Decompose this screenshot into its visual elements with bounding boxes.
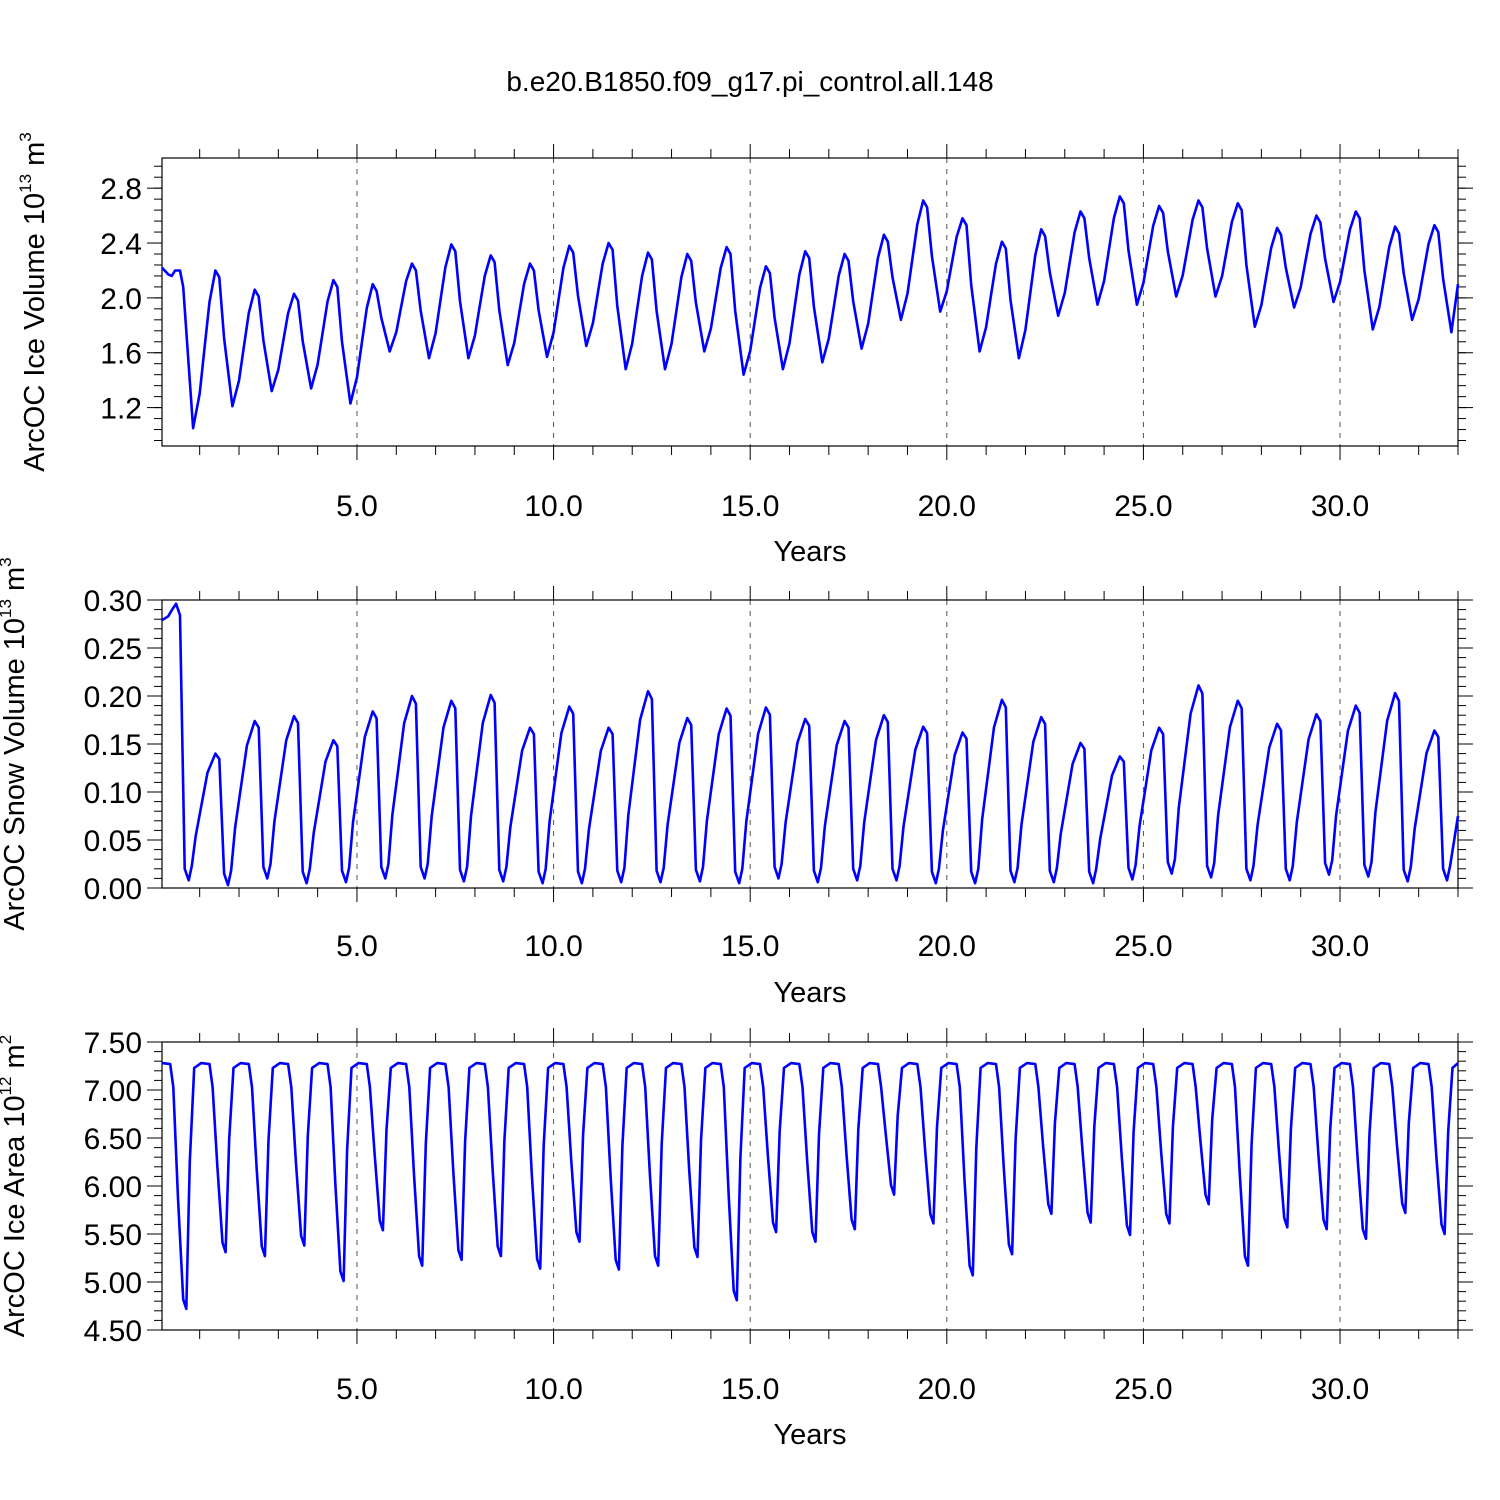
y-tick-label: 5.00: [84, 1267, 142, 1300]
figure-title: b.e20.B1850.f09_g17.pi_control.all.148: [506, 66, 993, 97]
series-line: [161, 195, 1460, 430]
y-tick-label: 0.05: [84, 825, 142, 858]
ice-volume-panel: 5.0 10.0 15.0 20.0 25.0 30.0 1.2 1.6 2.0 2.4 2.8 Ye…: [16, 132, 1473, 568]
x-tick-label: 25.0: [1114, 1373, 1172, 1406]
y-tick-label: 4.50: [84, 1315, 142, 1348]
x-tick-label: 20.0: [918, 930, 976, 963]
y-axis-title-text: ArcOC Snow Volume 10: [0, 618, 31, 931]
plot-frame: [161, 599, 1459, 889]
y-axis-title-unit: m: [0, 567, 31, 599]
ice-area-panel: 5.0 10.0 15.0 20.0 25.0 30.0 4.50 5.00 5.50 6.00 6…: [0, 1027, 1473, 1451]
y-tick-label: 0.10: [84, 777, 142, 810]
y-tick-label: 6.00: [84, 1171, 142, 1204]
x-tick-label: 15.0: [721, 1373, 779, 1406]
x-tick-label: 10.0: [524, 490, 582, 523]
x-tick-label: 25.0: [1114, 930, 1172, 963]
y-tick-label: 0.15: [84, 729, 142, 762]
y-axis-title-exponent: 13: [16, 174, 35, 193]
series-line: [161, 1061, 1459, 1311]
x-tick-label: 5.0: [336, 490, 378, 523]
snow-volume-panel: 5.0 10.0 15.0 20.0 25.0 30.0 0.00 0.05 0.10 0.15 0…: [0, 557, 1473, 1009]
x-tick-label: 15.0: [721, 490, 779, 523]
y-tick-label: 6.50: [84, 1123, 142, 1156]
y-tick-label: 1.6: [100, 338, 142, 371]
y-axis-title-unit-exponent: 2: [0, 1035, 15, 1044]
y-axis-title-unit-exponent: 3: [16, 132, 35, 141]
y-axis-title-text: ArcOC Ice Volume 10: [19, 193, 51, 472]
y-axis-title-exponent: 13: [0, 599, 15, 618]
x-tick-label: 20.0: [918, 490, 976, 523]
x-tick-label: 5.0: [336, 1373, 378, 1406]
y-tick-label: 1.2: [100, 393, 142, 426]
series-line: [161, 602, 1460, 887]
x-tick-label: 10.0: [524, 930, 582, 963]
plot-frame: [161, 1041, 1459, 1331]
y-tick-label: 2.8: [100, 173, 142, 206]
plot-frame: [161, 157, 1459, 447]
y-tick-label: 5.50: [84, 1219, 142, 1252]
y-tick-label: 2.4: [100, 228, 142, 261]
x-tick-label: 30.0: [1311, 1373, 1369, 1406]
y-axis-title: ArcOC Ice Area 1012 m2: [0, 1035, 31, 1337]
y-axis-title: ArcOC Ice Volume 1013 m3: [16, 132, 51, 471]
y-tick-label: 7.50: [84, 1027, 142, 1060]
x-tick-label: 25.0: [1114, 490, 1172, 523]
y-tick-label: 0.00: [84, 873, 142, 906]
y-tick-label: 2.0: [100, 283, 142, 316]
y-axis-title-unit-exponent: 3: [0, 557, 15, 566]
x-axis-title: Years: [773, 1419, 846, 1451]
x-tick-label: 5.0: [336, 930, 378, 963]
x-tick-label: 15.0: [721, 930, 779, 963]
y-axis-title-exponent: 12: [0, 1076, 15, 1095]
x-tick-label: 30.0: [1311, 930, 1369, 963]
y-tick-label: 7.00: [84, 1075, 142, 1108]
x-axis-title: Years: [773, 977, 846, 1009]
y-tick-label: 0.25: [84, 633, 142, 666]
y-axis-title-text: ArcOC Ice Area 10: [0, 1095, 31, 1337]
x-axis-title: Years: [773, 536, 846, 568]
y-tick-label: 0.30: [84, 585, 142, 618]
y-axis-title-unit: m: [19, 142, 51, 174]
y-axis-title-unit: m: [0, 1044, 31, 1076]
x-tick-label: 20.0: [918, 1373, 976, 1406]
x-tick-label: 30.0: [1311, 490, 1369, 523]
x-tick-label: 10.0: [524, 1373, 582, 1406]
y-tick-label: 0.20: [84, 681, 142, 714]
y-axis-title: ArcOC Snow Volume 1013 m3: [0, 557, 31, 930]
